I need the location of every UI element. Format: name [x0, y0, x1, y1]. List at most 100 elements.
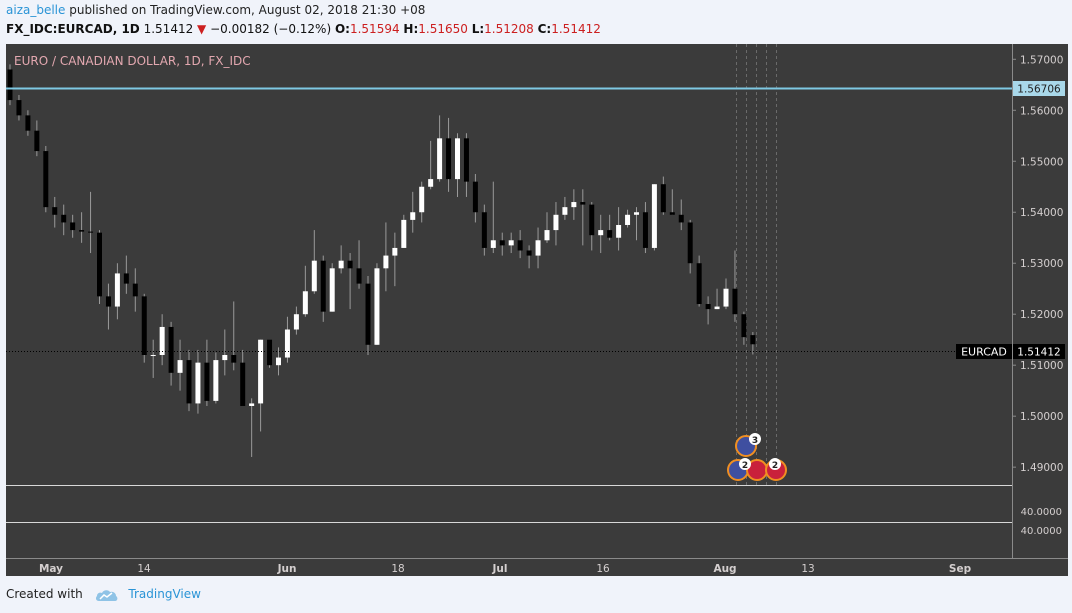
candle[interactable]	[231, 301, 237, 371]
candle[interactable]	[437, 115, 443, 182]
candle[interactable]	[123, 255, 129, 294]
candle[interactable]	[222, 329, 228, 376]
candle[interactable]	[463, 133, 469, 197]
candle[interactable]	[616, 207, 622, 251]
candle[interactable]	[204, 339, 210, 406]
candle-body-down	[660, 184, 666, 213]
candle[interactable]	[678, 199, 684, 231]
candle[interactable]	[651, 184, 657, 251]
candle[interactable]	[687, 219, 693, 274]
tradingview-link[interactable]: TradingView	[128, 587, 201, 601]
candle[interactable]	[383, 222, 389, 292]
candle[interactable]	[43, 145, 49, 213]
candle[interactable]	[177, 339, 183, 391]
candle[interactable]	[302, 265, 308, 317]
candle[interactable]	[714, 288, 720, 310]
candle[interactable]	[490, 181, 496, 254]
candle[interactable]	[374, 263, 380, 345]
main-pane[interactable]	[6, 44, 1012, 485]
candle[interactable]	[79, 212, 85, 243]
candle[interactable]	[195, 349, 201, 414]
candle[interactable]	[168, 321, 174, 386]
candle[interactable]	[446, 117, 452, 192]
candle[interactable]	[660, 176, 666, 215]
candle[interactable]	[276, 347, 281, 376]
candle[interactable]	[159, 314, 165, 366]
time-axis[interactable]	[6, 558, 1068, 576]
sub-pane-2	[6, 523, 1012, 558]
candle[interactable]	[114, 263, 120, 320]
candle[interactable]	[213, 352, 219, 404]
candle[interactable]	[25, 110, 31, 136]
candle[interactable]	[97, 230, 102, 305]
candle[interactable]	[741, 311, 747, 345]
candle[interactable]	[419, 181, 425, 223]
candle[interactable]	[634, 207, 639, 241]
author-link[interactable]: aiza_belle	[6, 3, 66, 17]
event-count-badge	[749, 433, 761, 445]
candle[interactable]	[625, 209, 631, 228]
candle[interactable]	[132, 268, 138, 312]
candle[interactable]	[508, 232, 514, 254]
candle[interactable]	[410, 191, 416, 233]
candle-body-up	[177, 360, 183, 373]
candle[interactable]	[598, 214, 604, 254]
tradingview-cloud-icon[interactable]	[95, 588, 119, 602]
candle[interactable]	[347, 253, 353, 310]
candle[interactable]	[642, 202, 648, 254]
candle[interactable]	[284, 316, 290, 363]
candle[interactable]	[517, 230, 523, 259]
candle[interactable]	[150, 339, 156, 378]
candle[interactable]	[240, 349, 246, 406]
candle[interactable]	[186, 349, 192, 412]
candle[interactable]	[580, 189, 586, 246]
candle[interactable]	[61, 204, 67, 236]
candle[interactable]	[401, 214, 407, 248]
candle[interactable]	[669, 189, 675, 215]
candle[interactable]	[589, 202, 595, 251]
candle[interactable]	[34, 120, 40, 157]
candle[interactable]	[428, 140, 434, 190]
candle[interactable]	[16, 94, 22, 121]
candle[interactable]	[293, 306, 299, 335]
candle[interactable]	[455, 133, 460, 197]
candle[interactable]	[320, 255, 326, 322]
candle-body-down	[240, 362, 246, 406]
economic-event-upper[interactable]: 3	[735, 433, 761, 457]
candle[interactable]	[392, 232, 398, 287]
candle[interactable]	[88, 191, 94, 254]
candle[interactable]	[705, 296, 711, 325]
candle[interactable]	[70, 214, 76, 238]
candle[interactable]	[544, 212, 550, 243]
economic-events-lower[interactable]: 2 2	[727, 458, 787, 481]
candle[interactable]	[365, 275, 371, 355]
candle[interactable]	[338, 245, 344, 274]
candle[interactable]	[356, 240, 362, 289]
candle[interactable]	[562, 196, 568, 220]
candle[interactable]	[141, 293, 147, 363]
candle[interactable]	[249, 398, 255, 457]
candle[interactable]	[723, 278, 729, 310]
candle-body-down	[123, 273, 129, 284]
candle[interactable]	[481, 204, 487, 256]
candle[interactable]	[696, 255, 702, 307]
candle[interactable]	[526, 245, 532, 269]
candle[interactable]	[105, 283, 111, 330]
candle[interactable]	[571, 189, 577, 220]
event-count-text: 2	[772, 461, 778, 471]
candle[interactable]	[499, 232, 505, 256]
candle[interactable]	[267, 339, 273, 368]
candle[interactable]	[535, 227, 541, 269]
price-axis[interactable]	[1012, 44, 1068, 558]
candle[interactable]	[553, 202, 559, 246]
candle[interactable]	[311, 230, 317, 294]
candle[interactable]	[472, 174, 478, 223]
candle[interactable]	[7, 64, 13, 106]
candle[interactable]	[732, 250, 738, 322]
candle[interactable]	[258, 339, 264, 432]
candle[interactable]	[750, 332, 756, 355]
candle[interactable]	[607, 214, 613, 241]
candle[interactable]	[52, 196, 58, 228]
candle[interactable]	[329, 263, 335, 312]
